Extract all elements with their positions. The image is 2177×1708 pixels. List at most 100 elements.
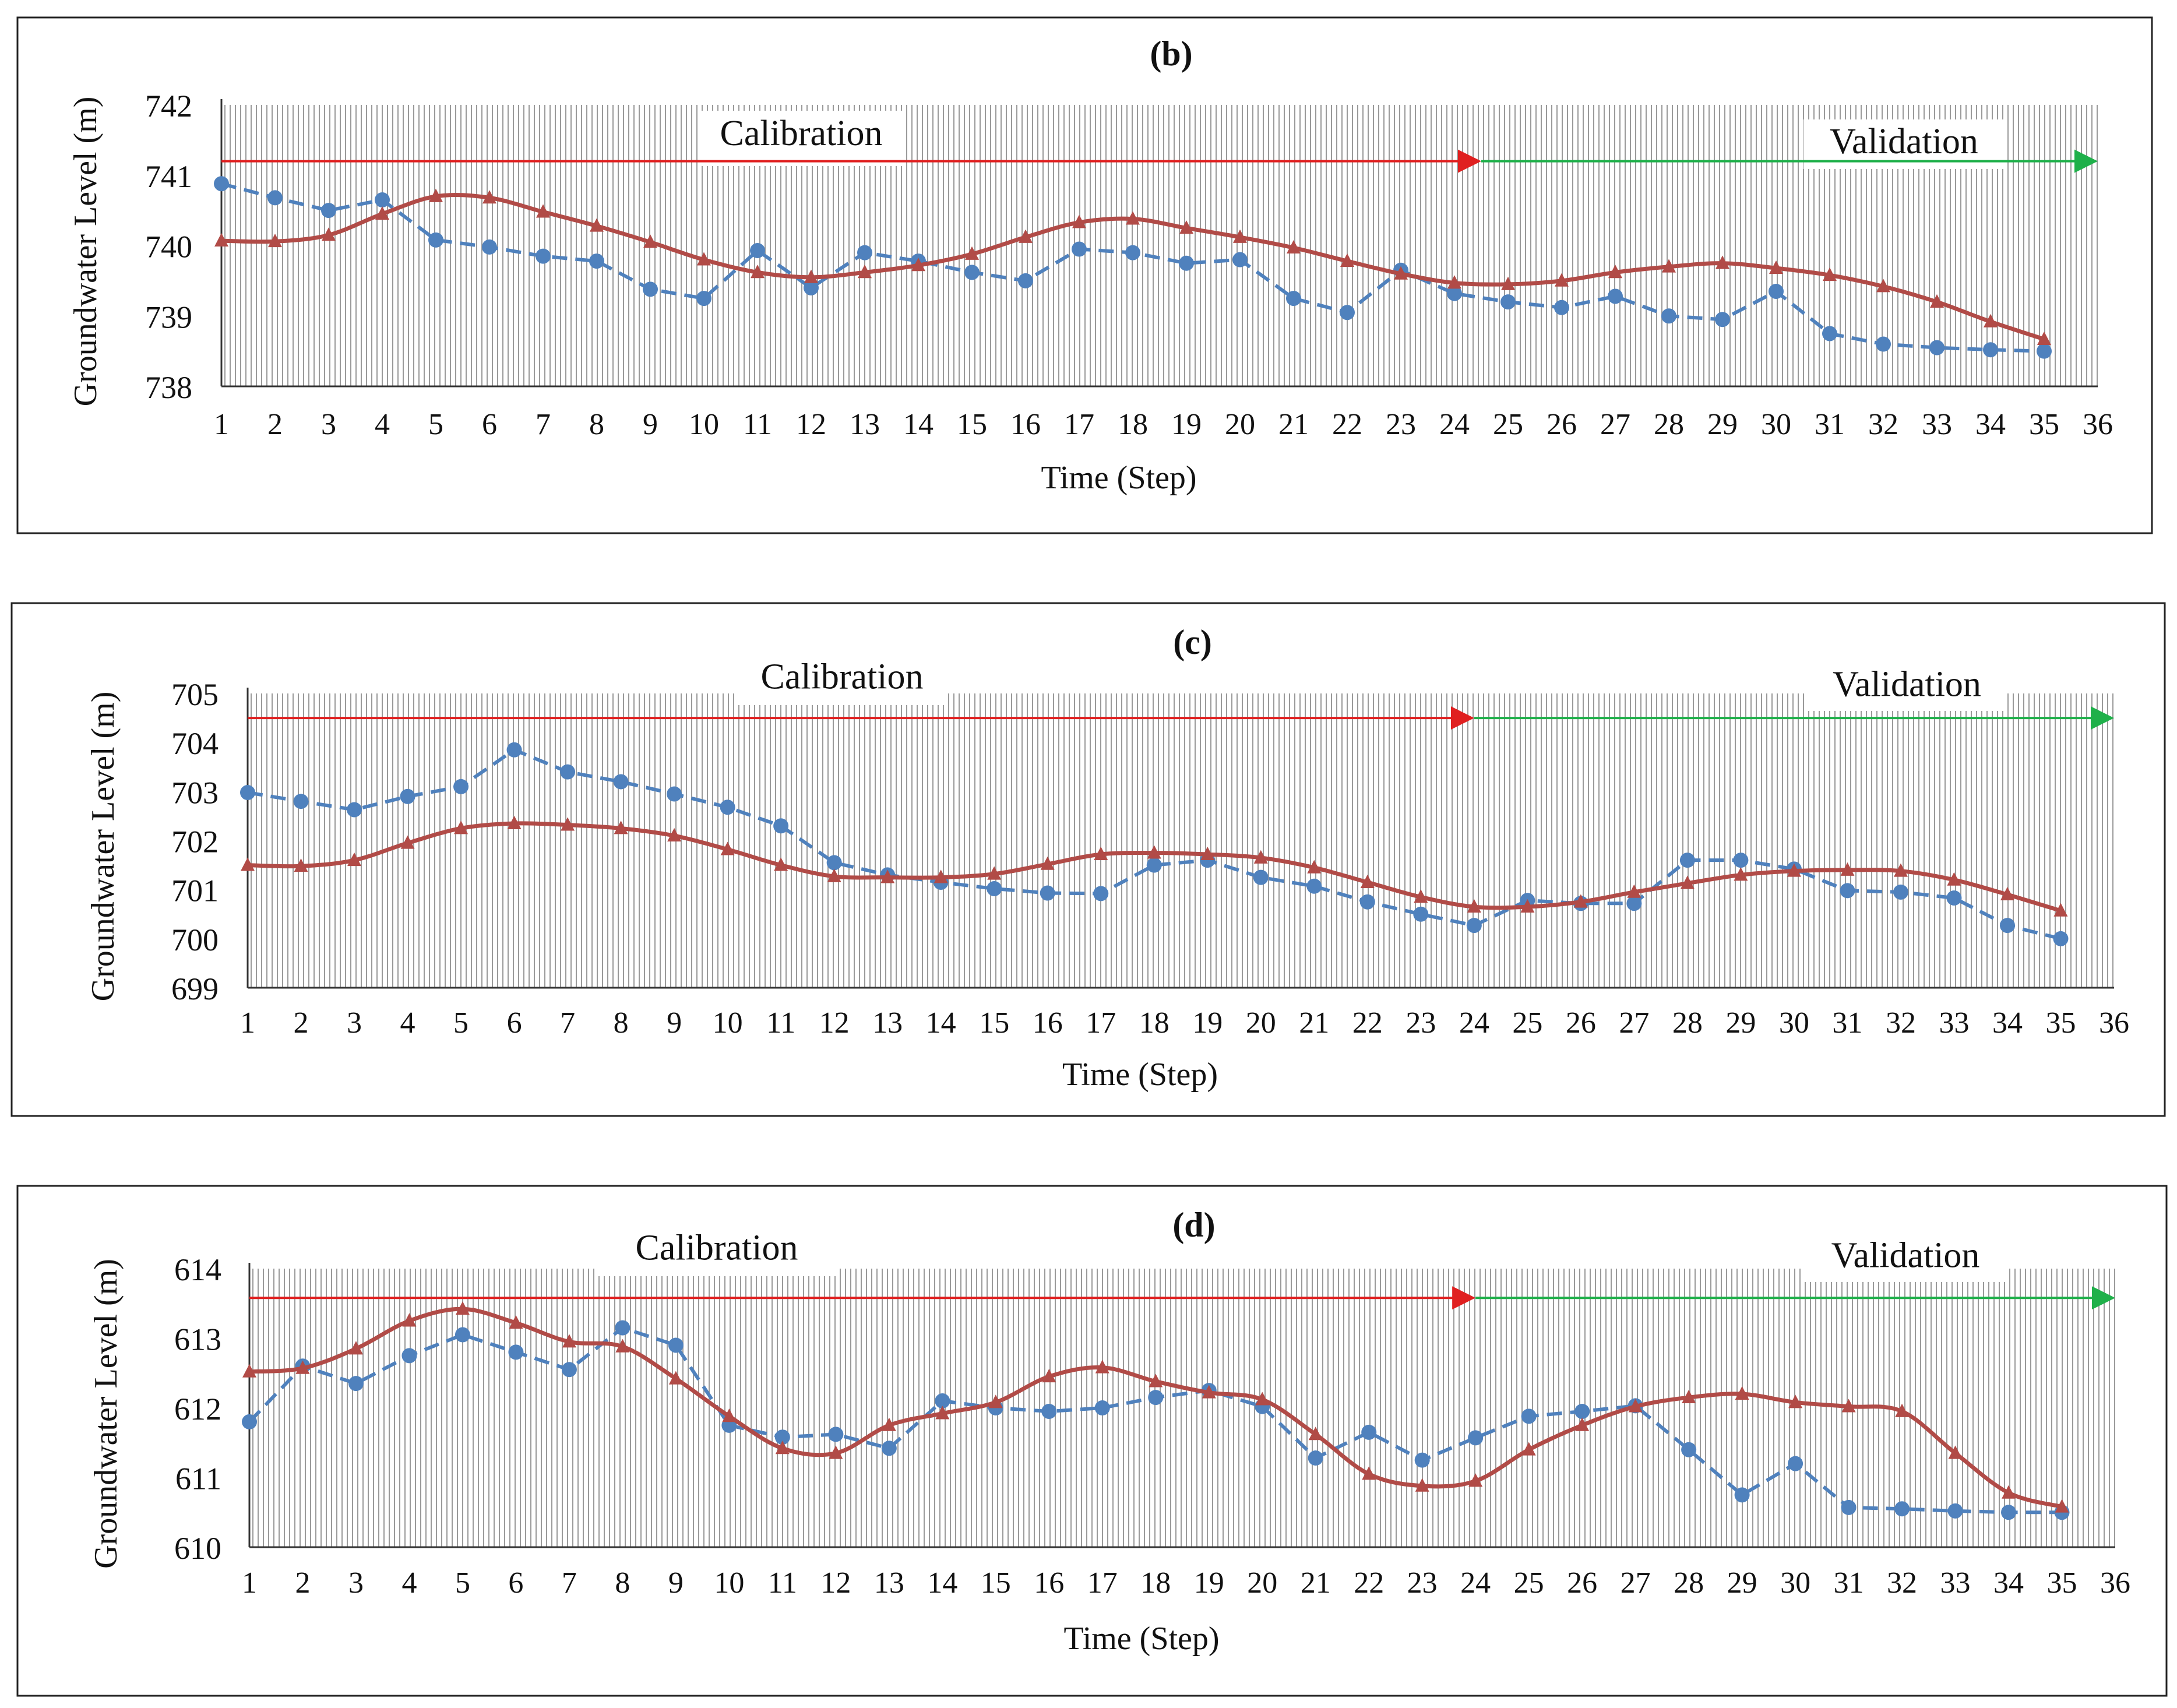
y-axis-label: Groundwater Level (m) [88, 1259, 124, 1569]
observed-point [1574, 1403, 1590, 1419]
simulated-point [1984, 314, 1998, 327]
simulated-point [1521, 1442, 1536, 1456]
panel-frame [16, 16, 2153, 534]
observed-point [1253, 869, 1269, 885]
observed-point [750, 242, 765, 258]
x-tick-label: 26 [1547, 408, 1577, 441]
x-tick-label: 22 [1352, 1006, 1383, 1040]
x-tick-label: 20 [1247, 1566, 1277, 1600]
x-tick-label: 27 [1621, 1566, 1651, 1600]
chart-panel: (c) Calibration Validation 699 700 701 702 703 7… [10, 602, 2166, 1117]
simulated-point [2002, 1485, 2016, 1499]
observed-point [613, 774, 629, 790]
y-axis-label: Groundwater Level (m) [85, 692, 121, 1002]
y-tick-label: 700 [171, 922, 219, 957]
simulated-point [1019, 229, 1033, 243]
x-tick-label: 6 [508, 1566, 523, 1600]
x-tick-label: 1 [240, 1006, 255, 1040]
observed-point [1340, 305, 1355, 321]
simulated-point [455, 1301, 470, 1315]
observed-point [1929, 340, 1944, 355]
x-tick-label: 33 [1939, 1006, 1969, 1040]
observed-point [881, 1441, 897, 1456]
observed-point [560, 764, 576, 780]
simulated-point [1468, 1473, 1483, 1487]
observed-point [667, 786, 682, 802]
x-tick-label: 21 [1301, 1566, 1331, 1600]
chart-title: (c) [1173, 623, 1212, 661]
simulated-point [1072, 214, 1086, 228]
simulated-point [509, 1315, 523, 1329]
observed-point [1876, 336, 1891, 352]
x-tick-label: 3 [347, 1006, 362, 1040]
observed-point [1286, 291, 1301, 307]
simulated-point [1769, 260, 1783, 274]
simulated-point [1307, 860, 1322, 874]
simulated-point [643, 234, 657, 248]
observed-point [1359, 894, 1375, 910]
observed-point [1947, 1503, 1963, 1519]
x-tick-label: 23 [1407, 1566, 1438, 1600]
x-tick-label: 11 [743, 408, 772, 441]
x-tick-label: 1 [242, 1566, 257, 1600]
simulated-point [1627, 884, 1641, 898]
simulated-point [1200, 846, 1215, 860]
observed-point [242, 1414, 257, 1429]
x-tick-label: 20 [1246, 1006, 1276, 1040]
x-tick-label: 29 [1727, 1566, 1757, 1600]
x-tick-label: 12 [820, 1566, 851, 1600]
x-tick-label: 19 [1171, 408, 1202, 441]
panel-frame [10, 602, 2166, 1117]
simulated-point [322, 227, 336, 241]
simulated-point [697, 252, 711, 266]
x-tick-label: 26 [1567, 1566, 1597, 1600]
x-axis-label: Time (Step) [1063, 1621, 1219, 1657]
simulated-point [1126, 211, 1140, 225]
simulated-point [295, 1360, 310, 1374]
simulated-point [1308, 1427, 1323, 1441]
simulated-point [722, 1408, 737, 1422]
simulated-point [933, 869, 948, 883]
y-tick-label: 740 [145, 230, 192, 265]
series-simulated [241, 815, 2068, 917]
simulated-point [829, 1445, 843, 1459]
simulated-point [1734, 867, 1748, 881]
simulated-point [1735, 1386, 1749, 1400]
y-tick-label: 739 [145, 300, 192, 334]
observed-point [214, 176, 229, 192]
simulated-point [1555, 273, 1569, 287]
observed-point [773, 818, 789, 834]
x-tick-label: 15 [979, 1006, 1009, 1040]
observed-point [1788, 1456, 1803, 1471]
simulated-point [536, 204, 550, 218]
simulated-point [1202, 1385, 1216, 1399]
observed-point [2053, 931, 2069, 946]
x-tick-label: 19 [1192, 1006, 1223, 1040]
x-tick-label: 28 [1654, 408, 1684, 441]
x-tick-label: 36 [2100, 1566, 2130, 1600]
simulated-point [1467, 899, 1481, 913]
observed-point [267, 190, 283, 206]
observed-point [506, 742, 522, 758]
simulated-point [1147, 845, 1161, 859]
x-tick-label: 7 [562, 1566, 577, 1600]
validation-label: Validation [1833, 664, 1981, 704]
simulated-point [2037, 331, 2051, 345]
x-tick-label: 17 [1086, 1006, 1116, 1040]
observed-point [2037, 343, 2052, 359]
simulated-point [1340, 253, 1354, 267]
x-tick-label: 18 [1139, 1006, 1169, 1040]
simulated-point [1040, 856, 1055, 870]
x-tick-label: 18 [1140, 1566, 1171, 1600]
x-tick-label: 34 [1975, 408, 2006, 441]
observed-point [1681, 1442, 1697, 1457]
simulated-point [1840, 862, 1855, 876]
x-tick-label: 27 [1600, 408, 1630, 441]
x-tick-label: 14 [926, 1006, 956, 1040]
observed-point [1661, 308, 1676, 324]
simulated-point [1255, 1392, 1270, 1406]
x-tick-label: 5 [455, 1566, 470, 1600]
simulated-point [1682, 1389, 1696, 1403]
simulated-point [774, 857, 788, 871]
simulated-point [1094, 846, 1108, 860]
